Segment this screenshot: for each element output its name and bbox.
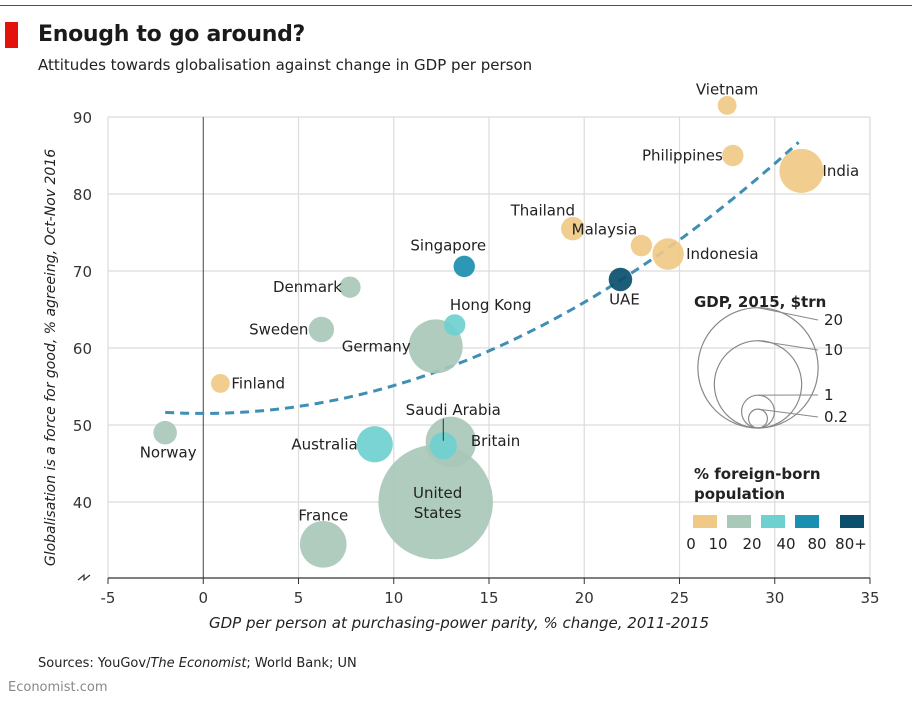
x-tick-label: -5	[101, 589, 116, 607]
trend-line	[165, 141, 800, 415]
x-axis-label: GDP per person at purchasing-power parit…	[209, 614, 709, 632]
y-tick-label: 70	[73, 263, 92, 281]
label-france: France	[298, 506, 348, 524]
color-legend-swatch	[761, 515, 785, 528]
bubble-uae	[608, 267, 633, 292]
x-tick-label: 0	[198, 589, 208, 607]
x-tick-label: 5	[294, 589, 304, 607]
x-tick-label: 15	[479, 589, 498, 607]
bubble-france	[299, 521, 347, 568]
source-italic: The Economist	[150, 656, 247, 671]
bubble-united-states	[378, 444, 493, 560]
label-saudi-arabia: Saudi Arabia	[406, 401, 501, 419]
label-australia: Australia	[291, 435, 357, 453]
label-philippines: Philippines	[642, 147, 723, 165]
label-finland: Finland	[231, 374, 285, 392]
size-legend-label: 1	[824, 386, 834, 404]
bubble-thailand	[561, 216, 585, 241]
x-tick-label: 30	[765, 589, 784, 607]
bubble-singapore	[453, 255, 475, 278]
bubbles	[153, 96, 824, 568]
label-india: India	[822, 162, 859, 180]
color-legend-swatch	[693, 515, 717, 528]
source-prefix: Sources: YouGov/	[38, 656, 151, 671]
color-legend-tick: 10	[708, 535, 727, 553]
bubble-indonesia	[652, 238, 684, 270]
bubble-denmark	[339, 276, 361, 298]
bubble-vietnam	[717, 96, 737, 115]
size-legend-circle	[697, 307, 819, 429]
chart-subtitle: Attitudes towards globalisation against …	[38, 56, 533, 74]
label-denmark: Denmark	[273, 278, 342, 296]
color-legend-tick: 80	[807, 535, 826, 553]
color-legend-tick: 20	[742, 535, 761, 553]
color-legend-tick: 40	[776, 535, 795, 553]
size-legend-circle	[747, 408, 769, 429]
top-rule	[0, 5, 912, 6]
label-sweden: Sweden	[249, 321, 308, 339]
size-legend-circle	[740, 394, 775, 429]
label-malaysia: Malaysia	[572, 221, 638, 239]
label-vietnam: Vietnam	[696, 80, 759, 98]
label-norway: Norway	[140, 444, 197, 462]
y-tick-label: 40	[73, 494, 92, 512]
y-axis-label: Globalisation is a force for good, % agr…	[43, 149, 59, 566]
bubble-sweden	[308, 316, 335, 343]
y-tick-label: 90	[73, 109, 92, 127]
y-tick-label: 60	[73, 340, 92, 358]
bubble-india	[779, 148, 824, 193]
bubble-malaysia	[630, 234, 653, 257]
label-uae: UAE	[609, 290, 640, 308]
label-indonesia: Indonesia	[686, 245, 759, 263]
color-legend-tick: 80+	[835, 535, 867, 553]
brand-red-tag	[5, 22, 18, 48]
x-tick-label: 10	[384, 589, 403, 607]
size-legend-leader	[757, 307, 819, 321]
label-thailand: Thailand	[510, 202, 575, 220]
color-legend-tick: 0	[686, 535, 696, 553]
size-legend-label: 0.2	[824, 408, 848, 426]
color-legend-swatch	[727, 515, 751, 528]
bubble-finland	[210, 373, 230, 393]
size-legend-title: GDP, 2015, $trn	[694, 293, 826, 311]
label-germany: Germany	[342, 337, 411, 355]
chart-title: Enough to go around?	[38, 22, 305, 47]
bubble-norway	[153, 420, 177, 445]
color-legend-swatch	[840, 515, 864, 528]
label-britain: Britain	[471, 432, 520, 450]
x-tick-label: 35	[860, 589, 879, 607]
bubble-philippines	[722, 144, 744, 167]
size-legend-label: 20	[824, 311, 843, 329]
label-singapore: Singapore	[410, 236, 486, 254]
brand-footer: Economist.com	[8, 680, 108, 695]
bubble-saudi-arabia	[429, 432, 457, 460]
x-tick-label: 25	[670, 589, 689, 607]
size-legend-circle	[713, 340, 803, 429]
bubble-hong-kong	[444, 314, 466, 336]
label-hong-kong: Hong Kong	[450, 296, 532, 314]
y-tick-label: 80	[73, 186, 92, 204]
x-tick-label: 20	[575, 589, 594, 607]
size-legend-leader	[757, 340, 819, 351]
color-legend-title: % foreign-born	[694, 465, 821, 483]
color-legend-title-line2: population	[694, 485, 785, 503]
size-legend-label: 10	[824, 341, 843, 359]
label-united-states: United States	[413, 484, 462, 522]
size-legend-leader	[757, 408, 819, 418]
bubble-australia	[356, 426, 393, 463]
source-suffix: ; World Bank; UN	[246, 656, 357, 671]
source-note: Sources: YouGov/The Economist; World Ban…	[38, 656, 357, 671]
y-tick-label: 50	[73, 417, 92, 435]
color-legend-swatch	[795, 515, 819, 528]
axis-break-mark	[77, 573, 91, 582]
